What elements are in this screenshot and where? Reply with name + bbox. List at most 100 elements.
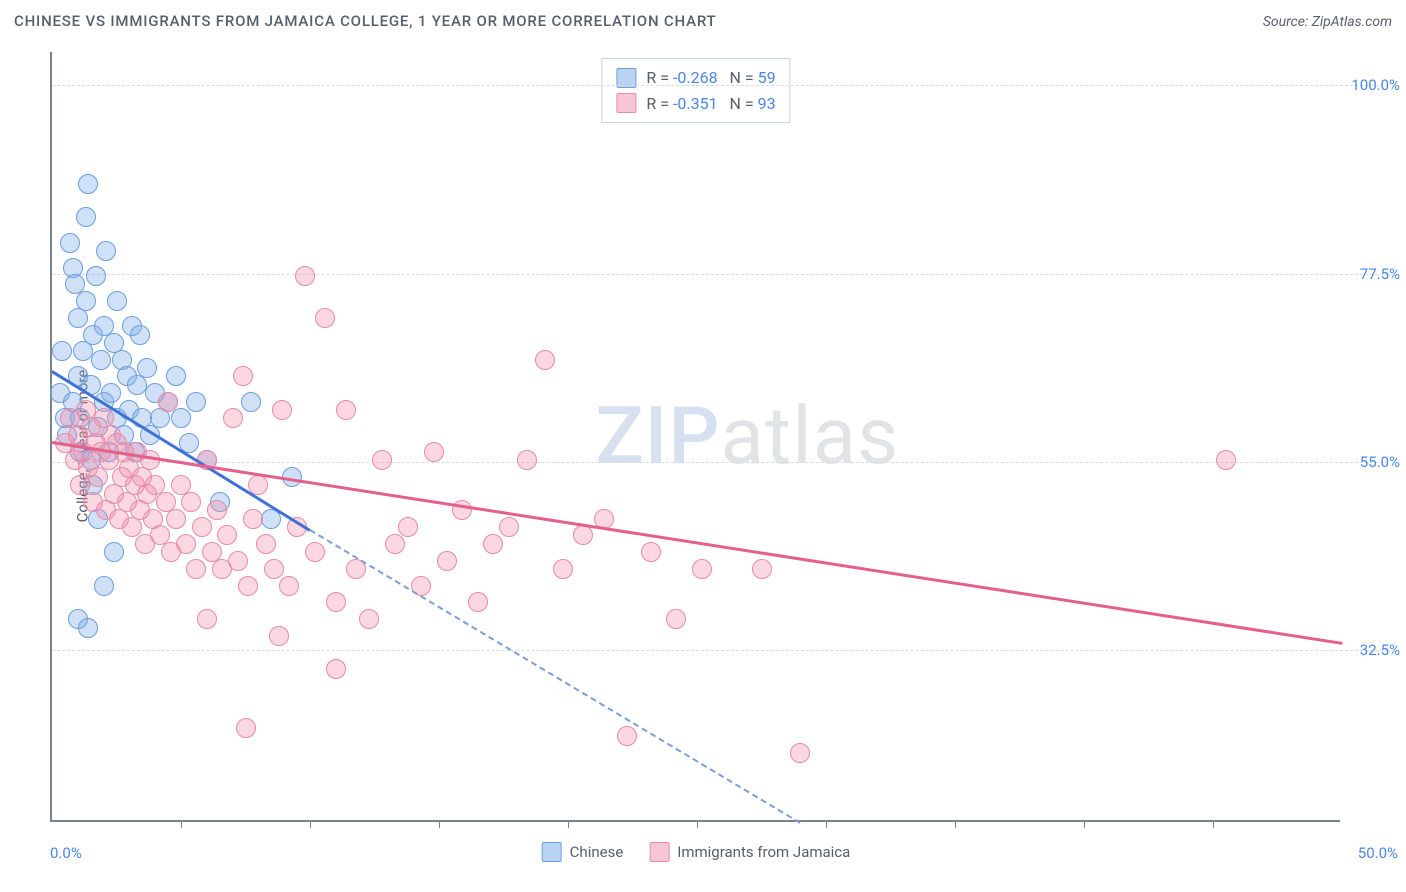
data-point [78,174,98,194]
x-tick [955,820,956,828]
y-tick-label: 77.5% [1360,265,1400,283]
x-tick [697,820,698,828]
data-point [76,291,96,311]
watermark: ZIPatlas [596,389,900,483]
legend-item-chinese: Chinese [542,842,624,862]
swatch-chinese [542,842,562,862]
swatch-jamaica [649,842,669,862]
data-point [398,517,418,537]
watermark-suffix: atlas [721,389,900,483]
data-point [692,559,712,579]
data-point [217,525,237,545]
x-tick [1213,820,1214,828]
data-point [86,266,106,286]
y-tick-label: 100.0% [1351,76,1400,94]
legend-item-jamaica: Immigrants from Jamaica [649,842,850,862]
data-point [468,592,488,612]
data-point [666,609,686,629]
data-point [192,517,212,537]
data-point [483,534,503,554]
data-point [1216,450,1236,470]
chart-header: CHINESE VS IMMIGRANTS FROM JAMAICA COLLE… [14,12,1392,30]
swatch-jamaica [616,93,636,113]
x-tick [1084,820,1085,828]
data-point [186,392,206,412]
series-legend: Chinese Immigrants from Jamaica [542,842,851,862]
data-point [78,618,98,638]
data-point [76,207,96,227]
x-tick [568,820,569,828]
data-point [752,559,772,579]
scatter-plot: ZIPatlas R = -0.268 N = 59 R = -0.351 N … [50,52,1340,822]
data-point [437,551,457,571]
chart-source: Source: ZipAtlas.com [1263,14,1392,30]
data-point [101,383,121,403]
x-tick [826,820,827,828]
data-point [140,450,160,470]
data-point [256,534,276,554]
data-point [127,375,147,395]
data-point [336,400,356,420]
data-point [238,576,258,596]
data-point [359,609,379,629]
data-point [228,551,248,571]
data-point [88,467,108,487]
data-point [233,366,253,386]
regression-line [52,441,1342,644]
data-point [269,626,289,646]
gridline [52,462,1388,463]
data-point [279,576,299,596]
data-point [65,274,85,294]
legend-row-chinese: R = -0.268 N = 59 [616,65,775,91]
data-point [171,408,191,428]
x-axis-max-label: 50.0% [1358,844,1398,862]
data-point [166,366,186,386]
data-point [166,509,186,529]
data-point [535,350,555,370]
data-point [315,308,335,328]
data-point [207,500,227,520]
data-point [181,492,201,512]
data-point [264,559,284,579]
data-point [137,358,157,378]
data-point [305,542,325,562]
data-point [326,592,346,612]
gridline [52,85,1388,86]
data-point [517,450,537,470]
data-point [158,392,178,412]
data-point [186,559,206,579]
data-point [107,291,127,311]
chart-title: CHINESE VS IMMIGRANTS FROM JAMAICA COLLE… [14,12,717,30]
data-point [94,576,114,596]
data-point [96,241,116,261]
data-point [176,534,196,554]
data-point [91,350,111,370]
x-axis-min-label: 0.0% [50,844,82,862]
data-point [243,509,263,529]
data-point [104,542,124,562]
data-point [326,659,346,679]
data-point [385,534,405,554]
data-point [790,743,810,763]
data-point [617,726,637,746]
gridline [52,650,1388,651]
data-point [272,400,292,420]
legend-label: Immigrants from Jamaica [677,843,850,861]
data-point [641,542,661,562]
data-point [499,517,519,537]
correlation-legend: R = -0.268 N = 59 R = -0.351 N = 93 [601,58,790,123]
data-point [52,341,72,361]
data-point [553,559,573,579]
x-tick [310,820,311,828]
watermark-prefix: ZIP [596,389,721,483]
data-point [295,266,315,286]
x-tick [181,820,182,828]
data-point [372,450,392,470]
data-point [197,609,217,629]
data-point [223,408,243,428]
legend-label: Chinese [570,843,624,861]
data-point [236,718,256,738]
data-point [60,233,80,253]
legend-row-jamaica: R = -0.351 N = 93 [616,91,775,117]
data-point [73,341,93,361]
